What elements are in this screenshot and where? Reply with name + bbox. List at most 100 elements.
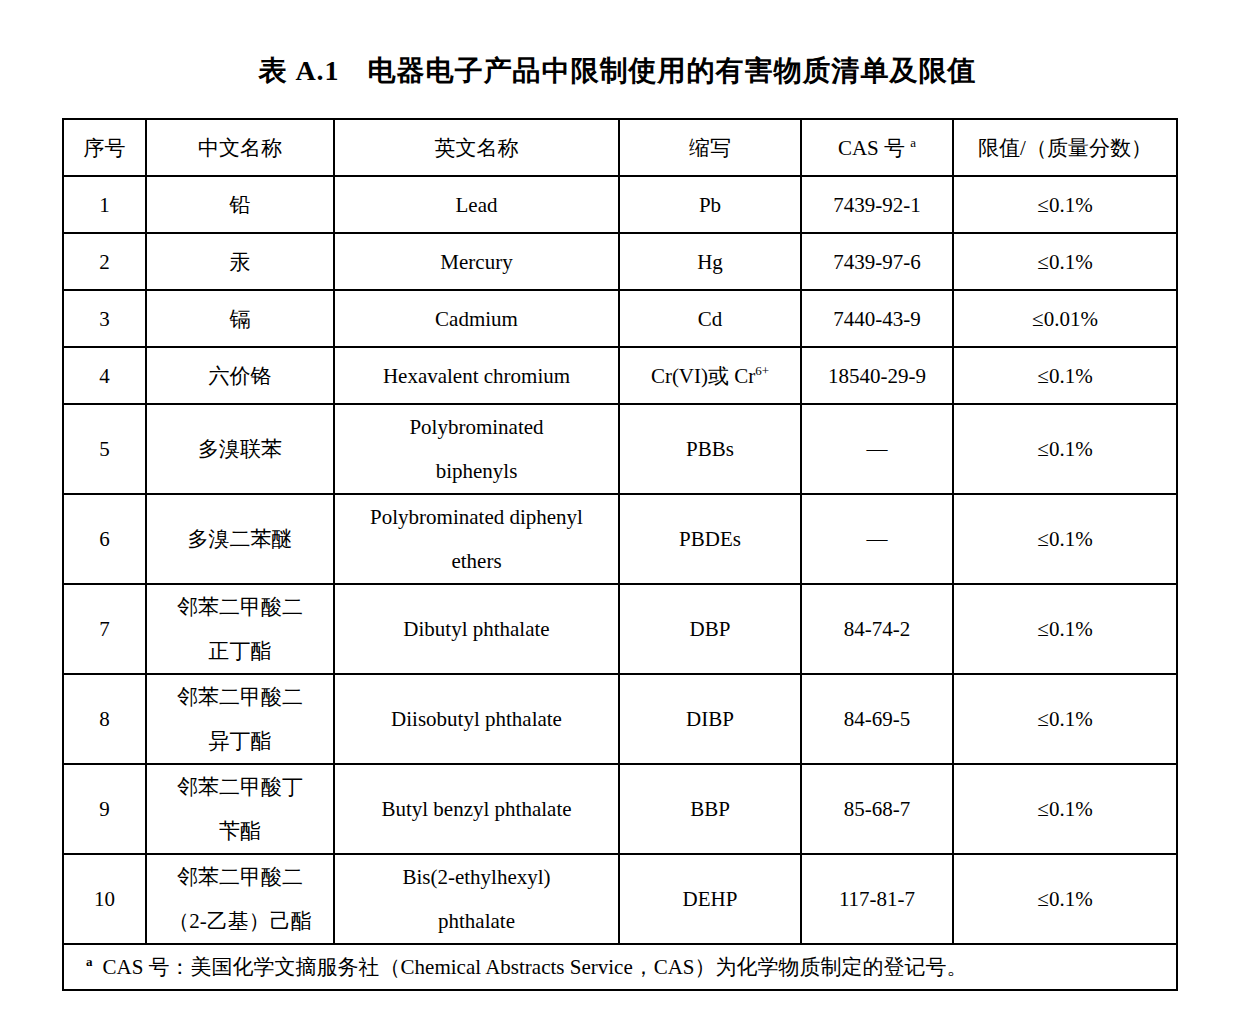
cell-line: Butyl benzyl phthalate	[335, 787, 618, 831]
cell-index: 2	[63, 233, 146, 290]
cell-index: 8	[63, 674, 146, 764]
cell-line: 邻苯二甲酸二	[147, 855, 333, 899]
cell-cas-number: —	[801, 404, 953, 494]
cell-abbreviation: PBBs	[619, 404, 801, 494]
cell-cas-number: —	[801, 494, 953, 584]
cell-cas-number: 18540-29-9	[801, 347, 953, 404]
cell-chinese-name: 铅	[146, 176, 334, 233]
table-row: 7 邻苯二甲酸二正丁酯 Dibutyl phthalate DBP 84-74-…	[63, 584, 1177, 674]
table-number-label: 表 A.1	[258, 55, 339, 86]
table-row: 4 六价铬 Hexavalent chromium Cr(VI)或 Cr6+ 1…	[63, 347, 1177, 404]
cell-abbreviation: BBP	[619, 764, 801, 854]
cell-line: biphenyls	[335, 449, 618, 493]
cell-english-name: Mercury	[334, 233, 619, 290]
cell-limit-value: ≤0.1%	[953, 584, 1177, 674]
cell-line: phthalate	[335, 899, 618, 943]
hazardous-substances-table: 序号 中文名称 英文名称 缩写 CAS 号 a 限值/（质量分数） 1 铅 Le…	[62, 118, 1178, 991]
cell-limit-value: ≤0.1%	[953, 233, 1177, 290]
cell-cas-number: 84-74-2	[801, 584, 953, 674]
cell-abbreviation: DIBP	[619, 674, 801, 764]
abbreviation-text: DBP	[690, 617, 731, 641]
cell-limit-value: ≤0.1%	[953, 404, 1177, 494]
cell-limit-value: ≤0.1%	[953, 854, 1177, 944]
col-header-abbreviation: 缩写	[619, 119, 801, 176]
table-row: 6 多溴二苯醚 Polybrominated diphenylethers PB…	[63, 494, 1177, 584]
col-header-english-name: 英文名称	[334, 119, 619, 176]
cell-english-name: Dibutyl phthalate	[334, 584, 619, 674]
cell-index: 7	[63, 584, 146, 674]
cell-line: 多溴联苯	[147, 427, 333, 471]
cell-line: 邻苯二甲酸丁	[147, 765, 333, 809]
cell-line: Lead	[335, 183, 618, 227]
cell-index: 6	[63, 494, 146, 584]
abbreviation-text: PBDEs	[679, 527, 741, 551]
footnote-cell: a CAS 号：美国化学文摘服务社（Chemical Abstracts Serv…	[63, 944, 1177, 990]
cell-limit-value: ≤0.1%	[953, 347, 1177, 404]
table-row: 8 邻苯二甲酸二异丁酯 Diisobutyl phthalate DIBP 84…	[63, 674, 1177, 764]
cell-abbreviation: Hg	[619, 233, 801, 290]
cell-cas-number: 7440-43-9	[801, 290, 953, 347]
cell-cas-number: 117-81-7	[801, 854, 953, 944]
cell-chinese-name: 邻苯二甲酸二异丁酯	[146, 674, 334, 764]
cell-limit-value: ≤0.01%	[953, 290, 1177, 347]
cell-line: （2-乙基）己酯	[147, 899, 333, 943]
cell-english-name: Butyl benzyl phthalate	[334, 764, 619, 854]
col-header-index: 序号	[63, 119, 146, 176]
cell-chinese-name: 邻苯二甲酸丁苄酯	[146, 764, 334, 854]
footnote-text: CAS 号：美国化学文摘服务社（Chemical Abstracts Servi…	[103, 955, 968, 979]
cell-index: 1	[63, 176, 146, 233]
cell-line: 正丁酯	[147, 629, 333, 673]
col-header-cas-number: CAS 号 a	[801, 119, 953, 176]
cell-index: 5	[63, 404, 146, 494]
cell-line: 汞	[147, 240, 333, 284]
table-row: 5 多溴联苯 Polybrominatedbiphenyls PBBs — ≤0…	[63, 404, 1177, 494]
cell-limit-value: ≤0.1%	[953, 494, 1177, 584]
cell-index: 10	[63, 854, 146, 944]
cell-line: 六价铬	[147, 354, 333, 398]
cell-line: Mercury	[335, 240, 618, 284]
cell-limit-value: ≤0.1%	[953, 674, 1177, 764]
cell-line: 镉	[147, 297, 333, 341]
cell-abbreviation: PBDEs	[619, 494, 801, 584]
cell-line: Diisobutyl phthalate	[335, 697, 618, 741]
abbreviation-text: Cd	[698, 307, 723, 331]
table-row: 9 邻苯二甲酸丁苄酯 Butyl benzyl phthalate BBP 85…	[63, 764, 1177, 854]
abbreviation-text: BBP	[690, 797, 730, 821]
cell-line: Polybrominated diphenyl	[335, 495, 618, 539]
footnote-row: a CAS 号：美国化学文摘服务社（Chemical Abstracts Serv…	[63, 944, 1177, 990]
cell-english-name: Polybrominatedbiphenyls	[334, 404, 619, 494]
cell-english-name: Hexavalent chromium	[334, 347, 619, 404]
footnote-marker: a	[86, 954, 93, 969]
cell-line: 邻苯二甲酸二	[147, 675, 333, 719]
cell-index: 4	[63, 347, 146, 404]
cas-header-footnote-marker: a	[910, 135, 916, 150]
cell-english-name: Lead	[334, 176, 619, 233]
cell-english-name: Bis(2-ethylhexyl)phthalate	[334, 854, 619, 944]
table-title-text: 电器电子产品中限制使用的有害物质清单及限值	[368, 55, 977, 86]
cell-chinese-name: 镉	[146, 290, 334, 347]
cell-english-name: Cadmium	[334, 290, 619, 347]
abbreviation-superscript: 6+	[755, 363, 769, 378]
cell-line: Bis(2-ethylhexyl)	[335, 855, 618, 899]
cell-chinese-name: 邻苯二甲酸二正丁酯	[146, 584, 334, 674]
table-header-row: 序号 中文名称 英文名称 缩写 CAS 号 a 限值/（质量分数）	[63, 119, 1177, 176]
cell-chinese-name: 汞	[146, 233, 334, 290]
cell-index: 3	[63, 290, 146, 347]
col-header-limit-value: 限值/（质量分数）	[953, 119, 1177, 176]
table-row: 10 邻苯二甲酸二（2-乙基）己酯 Bis(2-ethylhexyl)phtha…	[63, 854, 1177, 944]
cell-abbreviation: Cr(VI)或 Cr6+	[619, 347, 801, 404]
document-page: 表 A.1 电器电子产品中限制使用的有害物质清单及限值 序号 中文名称 英文名称 …	[0, 0, 1235, 1014]
cell-cas-number: 85-68-7	[801, 764, 953, 854]
cell-line: Cadmium	[335, 297, 618, 341]
cell-english-name: Polybrominated diphenylethers	[334, 494, 619, 584]
cell-line: 异丁酯	[147, 719, 333, 763]
abbreviation-text: Pb	[699, 193, 721, 217]
cell-chinese-name: 邻苯二甲酸二（2-乙基）己酯	[146, 854, 334, 944]
cell-english-name: Diisobutyl phthalate	[334, 674, 619, 764]
abbreviation-text: Hg	[697, 250, 723, 274]
cell-line: 邻苯二甲酸二	[147, 585, 333, 629]
cell-cas-number: 84-69-5	[801, 674, 953, 764]
table-row: 2 汞 Mercury Hg 7439-97-6 ≤0.1%	[63, 233, 1177, 290]
cell-chinese-name: 六价铬	[146, 347, 334, 404]
table-row: 3 镉 Cadmium Cd 7440-43-9 ≤0.01%	[63, 290, 1177, 347]
